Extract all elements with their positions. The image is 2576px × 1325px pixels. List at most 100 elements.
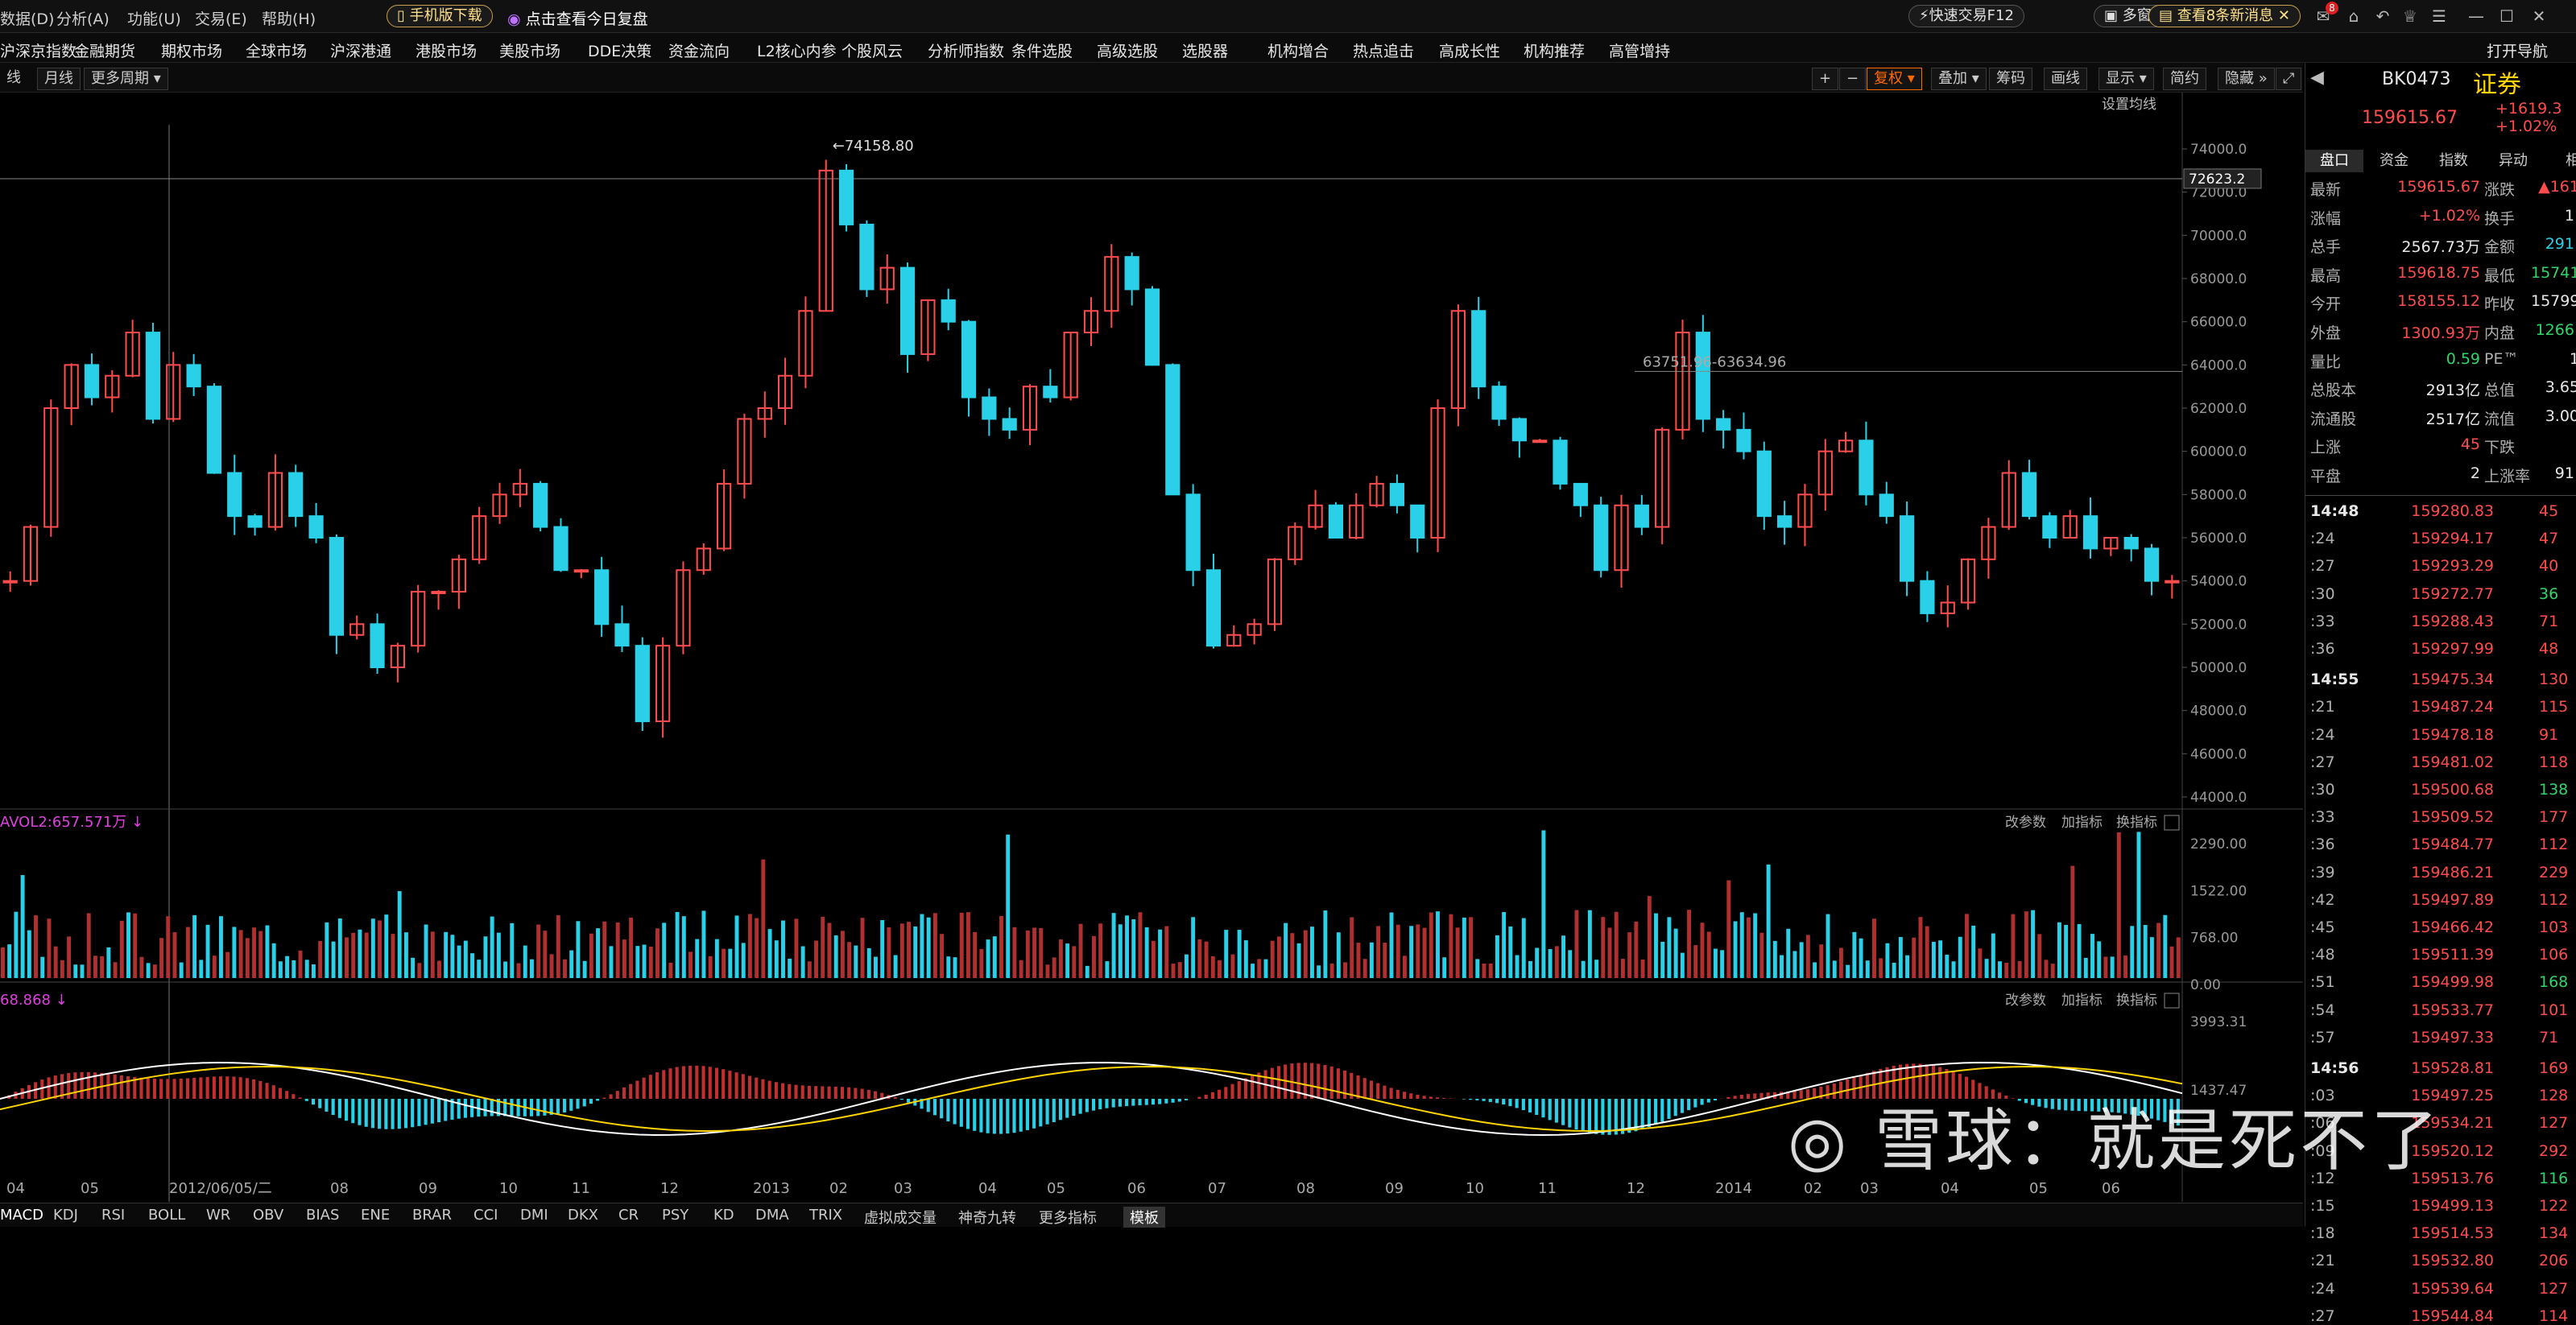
zoom-in-button[interactable]: + [1812,68,1838,90]
mobile-download-button[interactable]: ▯ 手机版下载 [387,5,493,27]
adjust-rights-dropdown[interactable]: 复权 ▾ [1867,68,1922,90]
menu-icon[interactable]: ☰ [2429,6,2450,26]
menu-function[interactable]: 功能(U) [127,7,181,29]
panel-tab[interactable]: 相 [2544,150,2576,172]
nav-item[interactable]: 港股市场 [416,39,477,61]
volume-bar [1839,947,1843,978]
collapse-arrow-icon[interactable]: ◀ [2310,68,2324,88]
hide-button[interactable]: 隐藏 » [2218,68,2275,90]
indicator-tab[interactable]: 更多指标 [1039,1207,1097,1228]
indicator-tab[interactable]: DMI [520,1207,548,1224]
nav-item[interactable]: 全球市场 [246,39,307,61]
indicator-tab[interactable]: BOLL [148,1207,185,1224]
indicator-tab[interactable]: CR [618,1207,639,1224]
nav-item[interactable]: 高级选股 [1097,39,1158,61]
fullscreen-icon[interactable]: ⤢ [2276,68,2301,90]
simple-button[interactable]: 简约 [2163,68,2206,90]
nav-item[interactable]: 美股市场 [499,39,560,61]
switch-indicator-link[interactable]: 换指标 [2116,993,2157,1009]
nav-item[interactable]: 机构推荐 [1524,39,1585,61]
review-link[interactable]: ◉ 点击查看今日复盘 [507,7,648,29]
period-line[interactable]: 线 [0,68,27,89]
nav-item[interactable]: 个股风云 [841,39,903,61]
change-params-link[interactable]: 改参数 [2005,993,2046,1009]
indicator-tab[interactable]: BIAS [306,1207,339,1224]
panel-tab[interactable]: 指数 [2425,150,2483,172]
nav-item[interactable]: 热点追击 [1353,39,1414,61]
macd-bar [186,1078,189,1099]
panel-tab[interactable]: 异动 [2484,150,2542,172]
indicator-tab[interactable]: MACD [0,1207,43,1224]
quick-trade-button[interactable]: ⚡快速交易F12 [1908,5,2024,27]
home-icon[interactable]: ⌂ [2343,6,2364,26]
period-month[interactable]: 月线 [37,68,81,90]
panel-tab[interactable]: 资金 [2365,150,2423,172]
nav-item[interactable]: 金融期货 [74,39,135,61]
draw-line-button[interactable]: 画线 [2044,68,2087,90]
indicator-tab[interactable]: RSI [101,1207,125,1224]
indicator-tab[interactable]: DMA [755,1207,789,1224]
nav-item[interactable]: 高管增持 [1609,39,1670,61]
indicator-tab[interactable]: WR [206,1207,230,1224]
volume-label: AVOL2:657.571万 ↓ [0,814,143,831]
panel-tab[interactable]: 盘口 [2305,150,2363,172]
display-dropdown[interactable]: 显示 ▾ [2098,68,2154,90]
overlay-dropdown[interactable]: 叠加 ▾ [1931,68,1987,90]
indicator-tab[interactable]: CCI [473,1207,498,1224]
indicator-tab[interactable]: KD [713,1207,734,1224]
change-params-link[interactable]: 改参数 [2005,815,2046,831]
add-indicator-link[interactable]: 加指标 [2061,993,2103,1009]
indicator-tab[interactable]: KDJ [53,1207,78,1224]
x-tick-label: 11 [572,1180,590,1197]
candle-body [1492,386,1505,419]
nav-item[interactable]: 沪深港通 [330,39,391,61]
more-periods-dropdown[interactable]: 更多周期 ▾ [84,68,168,90]
window-close-icon[interactable]: ✕ [2528,6,2549,26]
macd-bar [953,1099,957,1125]
zoom-out-button[interactable]: − [1839,68,1866,90]
nav-item[interactable]: 分析师指数 [928,39,1004,61]
nav-item[interactable]: 沪深京指数 [0,39,76,61]
minimize-icon[interactable]: — [2466,6,2487,26]
indicator-tab[interactable]: OBV [253,1207,283,1224]
nav-item[interactable]: 期权市场 [161,39,222,61]
chips-button[interactable]: 筹码 [1989,68,2032,90]
macd-bar [325,1099,328,1112]
open-navigation-link[interactable]: 打开导航 [2487,39,2548,61]
nav-item[interactable]: 选股器 [1182,39,1228,61]
close-icon[interactable]: ✕ [2278,7,2290,24]
close-pane-icon[interactable] [2165,993,2179,1008]
nav-item[interactable]: 条件选股 [1011,39,1073,61]
nav-item[interactable]: 资金流向 [668,39,730,61]
nav-item[interactable]: L2核心内参 [757,39,837,61]
volume-bar [993,936,997,978]
indicator-tab[interactable]: 模板 [1123,1207,1165,1228]
indicator-tab[interactable]: DKX [568,1207,598,1224]
maximize-icon[interactable]: ☐ [2496,6,2517,26]
indicator-tab[interactable]: BRAR [412,1207,452,1224]
menu-analysis[interactable]: 分析(A) [56,7,110,29]
menu-data[interactable]: 数据(D) [0,7,54,29]
volume-bar [1277,936,1281,978]
indicator-tab[interactable]: PSY [662,1207,688,1224]
indicator-tab[interactable]: TRIX [809,1207,842,1224]
switch-indicator-link[interactable]: 换指标 [2116,815,2157,831]
indicator-tab[interactable]: 虚拟成交量 [864,1207,937,1228]
indicator-tab[interactable]: ENE [361,1207,390,1224]
menu-help[interactable]: 帮助(H) [262,7,316,29]
nav-item[interactable]: 高成长性 [1439,39,1500,61]
macd-bar [1317,1063,1320,1099]
macd-bar [1681,1099,1684,1113]
nav-item[interactable]: 机构增合 [1267,39,1329,61]
ma-settings-button[interactable]: 设置均线 [2102,97,2156,113]
indicator-tab[interactable]: 神奇九转 [958,1207,1016,1228]
nav-item[interactable]: DDE决策 [588,39,651,61]
messages-button[interactable]: ▤ 查看8条新消息 ✕ [2148,5,2301,27]
close-pane-icon[interactable] [2165,815,2179,830]
stock-chart[interactable]: 设置均线74000.072000.070000.068000.066000.06… [0,93,2303,1202]
skin-icon[interactable]: ♕ [2400,6,2421,26]
menu-trade[interactable]: 交易(E) [195,7,247,29]
mail-badge: 8 [2326,2,2338,14]
add-indicator-link[interactable]: 加指标 [2061,815,2103,831]
back-icon[interactable]: ↶ [2372,6,2393,26]
